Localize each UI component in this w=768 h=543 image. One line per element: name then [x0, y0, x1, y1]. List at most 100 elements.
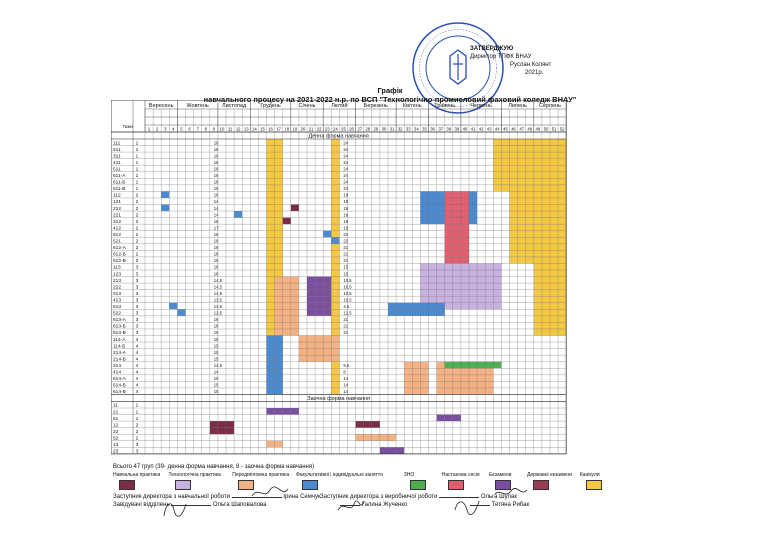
schedule-cell: [290, 289, 299, 297]
schedule-cell: [436, 270, 445, 277]
schedule-cell: [509, 178, 518, 185]
schedule-cell: [444, 289, 453, 297]
schedule-cell: [420, 197, 429, 205]
course-number: 3: [136, 330, 139, 336]
schedule-cell: [388, 302, 397, 310]
legend-label: Факультативні і індивідуальні заняття: [296, 472, 383, 478]
schedule-cell: [541, 184, 550, 192]
schedule-cell: [444, 283, 453, 290]
schedule-cell: [331, 355, 340, 362]
schedule-cell: [460, 243, 469, 251]
schedule-cell: [274, 158, 283, 166]
month-6: Березень: [364, 103, 388, 109]
schedule-cell: [493, 296, 502, 303]
schedule-cell: [533, 270, 542, 277]
schedule-cell: [460, 204, 469, 212]
week-number: 20: [301, 127, 306, 132]
spring-weeks: 14: [343, 383, 348, 388]
schedule-cell: [420, 374, 429, 382]
course-number: 1: [136, 173, 139, 179]
schedule-cell: [493, 158, 502, 166]
course-number: 2: [136, 225, 139, 231]
schedule-cell: [477, 361, 486, 369]
schedule-cell: [541, 152, 550, 159]
schedule-cell: [420, 302, 429, 310]
schedule-cell: [331, 152, 340, 159]
schedule-cell: [412, 387, 421, 395]
schedule-cell: [331, 368, 340, 375]
autumn-weeks: 15: [214, 356, 219, 361]
schedule-cell: [541, 197, 550, 205]
schedule-cell: [307, 296, 316, 303]
schedule-cell: [469, 191, 478, 198]
schedule-cell: [404, 368, 413, 375]
schedule-cell: [501, 184, 510, 192]
schedule-cell: [517, 243, 526, 251]
schedule-cell: [436, 289, 445, 297]
head-name-2-wrap: Галина Жученко: [340, 502, 407, 508]
group-name: 411: [113, 160, 121, 166]
schedule-cell: [217, 427, 226, 435]
schedule-cell: [428, 309, 437, 316]
schedule-cell: [331, 184, 340, 192]
schedule-cell: [533, 328, 542, 336]
legend-label: Державні екзамени: [527, 472, 572, 478]
schedule-cell: [266, 204, 275, 212]
week-number: 35: [422, 127, 427, 132]
course-number: 2: [136, 435, 139, 441]
schedule-cell: [477, 263, 486, 270]
schedule-cell: [274, 211, 283, 218]
schedule-cell: [428, 283, 437, 290]
schedule-cell: [331, 204, 340, 212]
schedule-cell: [477, 289, 486, 297]
schedule-cell: [266, 408, 275, 415]
group-name: 313: [113, 291, 121, 297]
schedule-cell: [460, 302, 469, 310]
month-5: Лютий: [331, 102, 347, 109]
schedule-cell: [282, 315, 291, 323]
schedule-cell: [266, 217, 275, 225]
schedule-cell: [266, 165, 275, 172]
schedule-cell: [525, 184, 534, 192]
schedule-cell: [274, 387, 283, 395]
schedule-cell: [509, 250, 518, 257]
schedule-cell: [331, 165, 340, 172]
spring-weeks: 24: [343, 153, 348, 158]
schedule-cell: [331, 191, 340, 198]
schedule-cell: [460, 191, 469, 198]
course-number: 1: [136, 186, 139, 192]
schedule-cell: [509, 224, 518, 231]
schedule-cell: [533, 191, 542, 198]
month-11: Серпень: [539, 103, 561, 109]
schedule-cell: [550, 302, 559, 310]
schedule-cell: [509, 152, 518, 159]
spring-weeks: 16: [343, 219, 348, 224]
group-name: 51: [113, 416, 119, 422]
autumn-weeks: 15: [214, 343, 219, 348]
schedule-cell: [331, 139, 340, 146]
schedule-cell: [444, 204, 453, 212]
schedule-cell: [558, 263, 567, 270]
group-name: 512: [113, 232, 121, 238]
autumn-weeks: 16: [214, 252, 219, 257]
schedule-cell: [558, 211, 567, 218]
schedule-cell: [517, 237, 526, 244]
group-name: 221: [113, 212, 121, 218]
schedule-cell: [428, 263, 437, 270]
schedule-cell: [226, 427, 235, 435]
course-number: 3: [136, 324, 139, 330]
schedule-cell: [525, 152, 534, 159]
total-groups: Всього 47 груп (39- денна форма навчання…: [113, 464, 315, 470]
spring-weeks: 24: [343, 186, 348, 191]
course-number: 1: [136, 140, 139, 146]
schedule-cell: [298, 355, 307, 362]
schedule-cell: [452, 191, 461, 198]
schedule-cell: [363, 421, 372, 428]
schedule-cell: [558, 243, 567, 251]
schedule-cell: [509, 243, 518, 251]
schedule-cell: [307, 335, 316, 343]
week-number: 12: [236, 127, 241, 132]
schedule-cell: [469, 211, 478, 218]
schedule-cell: [533, 165, 542, 172]
schedule-cell: [541, 211, 550, 218]
